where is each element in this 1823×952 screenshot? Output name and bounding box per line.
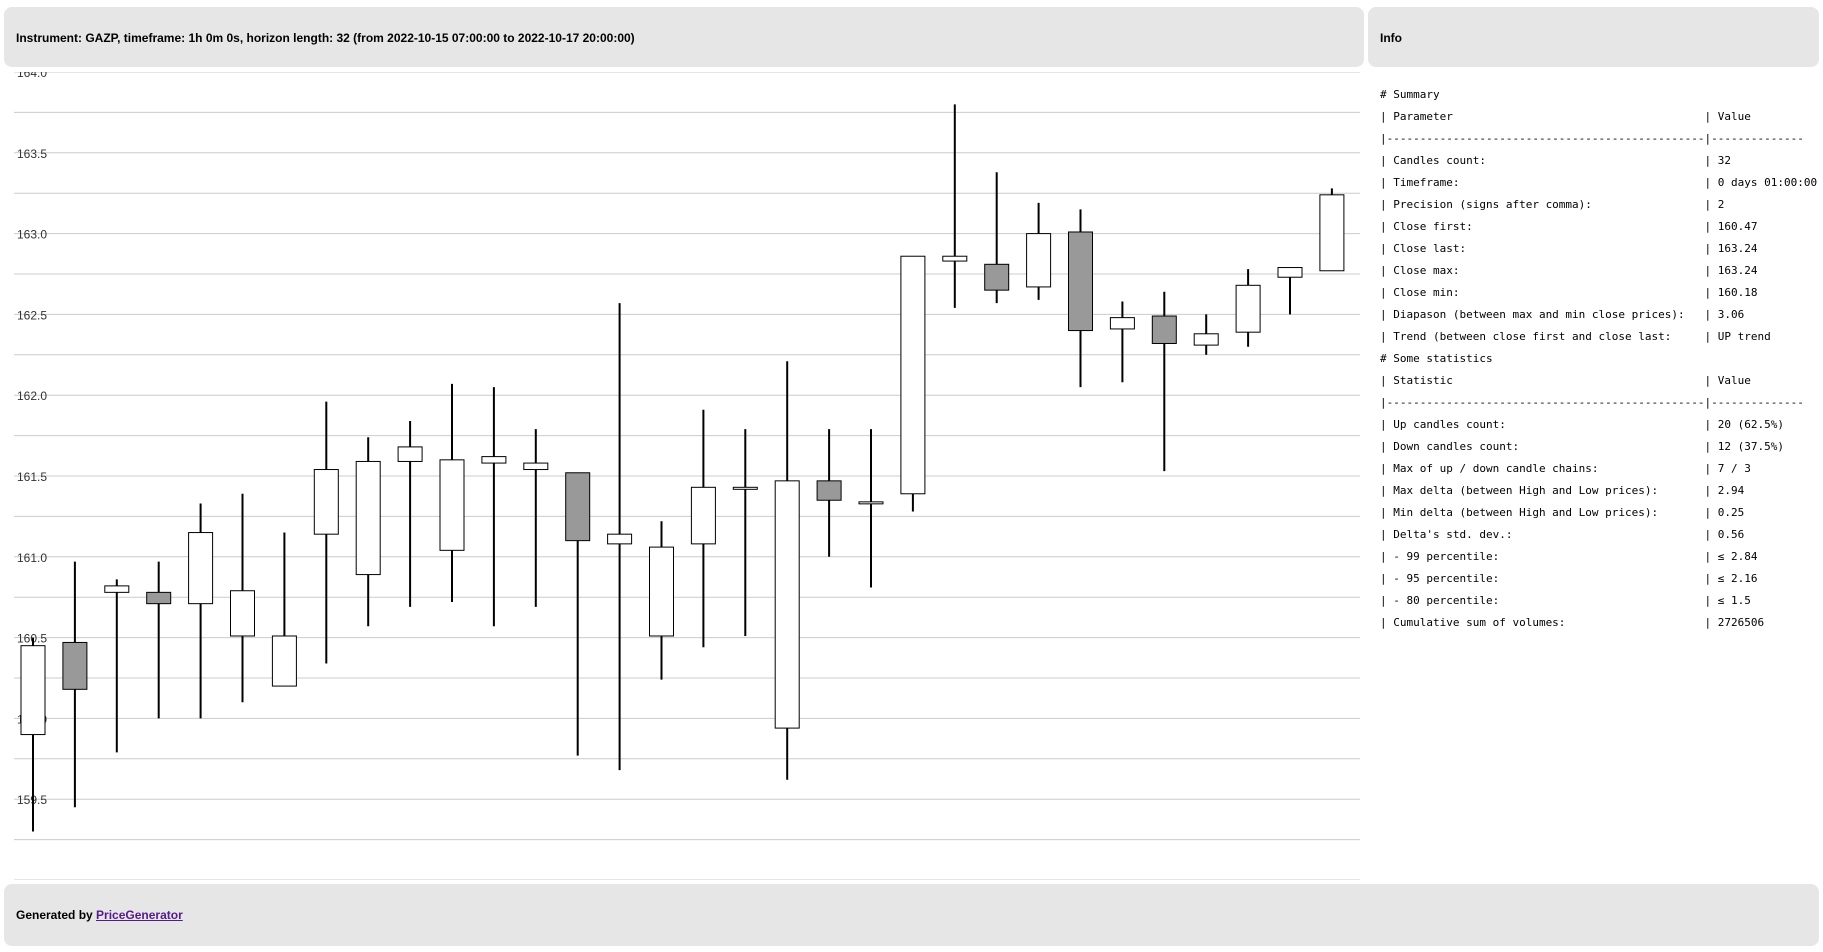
info-line: | Down candles count: | 12 (37.5%) [1380, 440, 1784, 453]
up-candle-body [774, 480, 800, 729]
down-candle-body [1068, 231, 1093, 332]
info-line: | Diapason (between max and min close pr… [1380, 308, 1745, 321]
info-line: | Candles count: | 32 [1380, 154, 1731, 167]
y-tick-label: 163.0 [17, 228, 47, 242]
up-candle-body [355, 460, 381, 576]
up-candle-body [481, 456, 507, 464]
up-candle-body [1193, 333, 1219, 346]
info-line: | Trend (between close first and close l… [1380, 330, 1771, 343]
info-line: | Statistic | Value [1380, 374, 1751, 387]
up-candle-body [397, 446, 423, 462]
up-candle-body [439, 459, 465, 551]
y-tick-label: 164.0 [17, 72, 47, 80]
down-candle-body [62, 641, 88, 690]
up-candle-body [188, 532, 214, 605]
instrument-title: Instrument: GAZP, timeframe: 1h 0m 0s, h… [16, 31, 635, 45]
up-candle-body [690, 486, 716, 545]
up-candle-body [858, 501, 884, 505]
candlestick-chart: 159.5160.0160.5161.0161.5162.0162.5163.0… [14, 66, 1360, 881]
down-candle-body [565, 472, 591, 542]
down-candle-body [146, 591, 172, 605]
y-tick-label: 162.5 [17, 308, 47, 322]
up-candle-body [1319, 194, 1345, 272]
up-candle-body [732, 486, 758, 490]
info-line: | - 99 percentile: | ≤ 2.84 [1380, 550, 1758, 563]
chart-header: Instrument: GAZP, timeframe: 1h 0m 0s, h… [4, 7, 1364, 67]
info-line: | Delta's std. dev.: | 0.56 [1380, 528, 1745, 541]
up-candle-body [1235, 284, 1261, 333]
info-line: | Max delta (between High and Low prices… [1380, 484, 1745, 497]
y-tick-label: 162.0 [17, 389, 47, 403]
info-title: Info [1380, 31, 1402, 45]
info-line: |---------------------------------------… [1380, 396, 1804, 409]
footer-prefix: Generated by [16, 908, 97, 922]
up-candle-body [1026, 233, 1052, 288]
up-candle-body [900, 255, 926, 495]
up-candle-body [313, 469, 339, 535]
up-candle-body [1109, 317, 1135, 330]
up-candle-body [942, 255, 968, 262]
info-line: | - 95 percentile: | ≤ 2.16 [1380, 572, 1758, 585]
info-line: # Summary [1380, 88, 1440, 101]
y-tick-label: 163.5 [17, 147, 47, 161]
up-candle-body [607, 533, 633, 545]
y-tick-label: 161.0 [17, 551, 47, 565]
info-line: | Parameter | Value [1380, 110, 1751, 123]
info-line: | Close min: | 160.18 [1380, 286, 1758, 299]
chart-svg: 159.5160.0160.5161.0161.5162.0162.5163.0… [14, 66, 1360, 881]
info-line: | Close max: | 163.24 [1380, 264, 1758, 277]
info-summary: # Summary | Parameter | Value |-----------… [1380, 84, 1817, 634]
down-candle-body [816, 480, 842, 501]
y-tick-label: 161.5 [17, 470, 47, 484]
up-candle-body [649, 546, 674, 637]
up-candle-body [20, 645, 46, 736]
down-candle-body [984, 263, 1010, 291]
info-line: | - 80 percentile: | ≤ 1.5 [1380, 594, 1751, 607]
up-candle-body [104, 585, 130, 593]
up-candle-body [523, 462, 549, 471]
down-candle-body [1151, 315, 1177, 344]
info-line: | Precision (signs after comma): | 2 [1380, 198, 1725, 211]
info-line: | Up candles count: | 20 (62.5%) [1380, 418, 1784, 431]
info-line: | Close last: | 163.24 [1380, 242, 1758, 255]
info-line: | Timeframe: | 0 days 01:00:00 [1380, 176, 1818, 189]
info-header: Info [1368, 7, 1819, 67]
up-candle-body [230, 590, 255, 637]
footer-text: Generated by PriceGenerator [16, 908, 183, 922]
up-candle-body [1277, 267, 1303, 278]
info-line: | Cumulative sum of volumes: | 2726506 [1380, 616, 1765, 629]
pricegenerator-link[interactable]: PriceGenerator [96, 908, 183, 922]
info-line: | Max of up / down candle chains: | 7 / … [1380, 462, 1751, 475]
up-candle-body [271, 635, 297, 687]
footer: Generated by PriceGenerator [4, 884, 1819, 946]
info-line: | Close first: | 160.47 [1380, 220, 1758, 233]
info-line: # Some statistics [1380, 352, 1493, 365]
info-line: | Min delta (between High and Low prices… [1380, 506, 1745, 519]
info-line: |---------------------------------------… [1380, 132, 1804, 145]
